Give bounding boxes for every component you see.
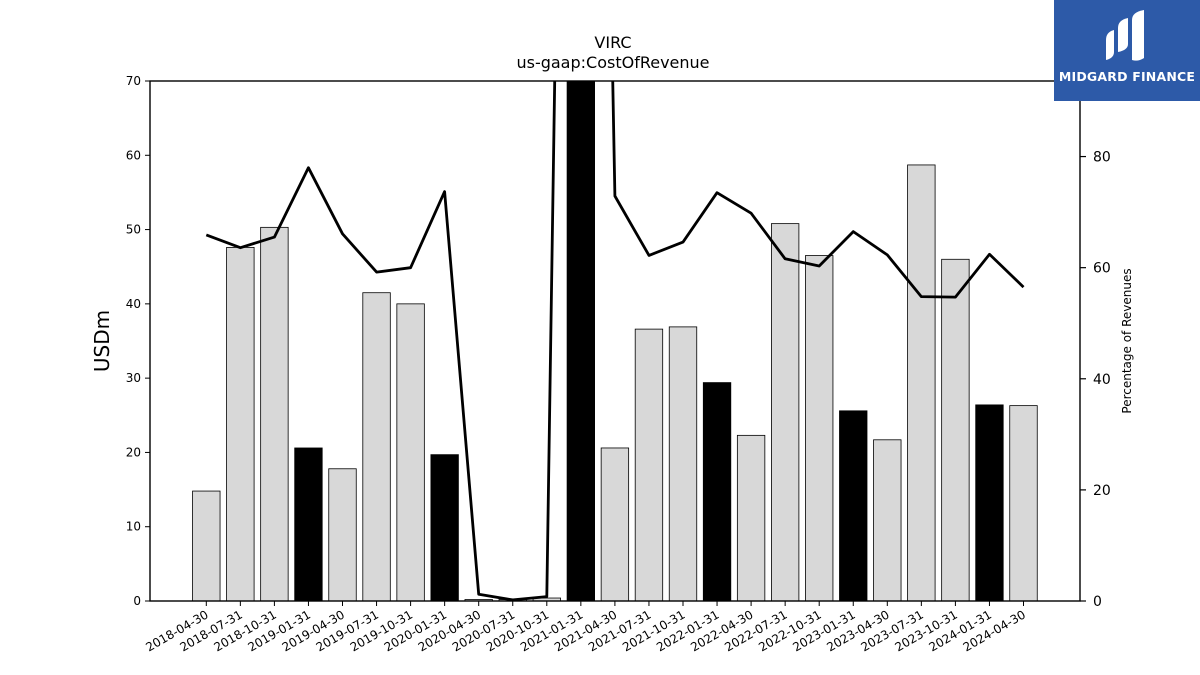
- bar-2022-01-31: [702, 382, 732, 601]
- bar-2023-07-31: [907, 164, 936, 601]
- bar-2021-10-31: [668, 326, 698, 601]
- chart-subtitle: us-gaap:CostOfRevenue: [516, 53, 709, 72]
- midgard-finance-logo: MIDGARD FINANCE: [1054, 0, 1200, 101]
- bar-2022-04-30: [736, 434, 766, 601]
- y-tick-label: 20: [126, 445, 141, 459]
- y-tick-label: 40: [126, 297, 141, 311]
- bar-2021-04-30: [600, 447, 630, 601]
- bar-2022-07-31: [771, 223, 800, 601]
- axes-layer: [145, 80, 1086, 606]
- y-tick-label: 0: [133, 594, 141, 608]
- bar-2023-04-30: [873, 439, 902, 601]
- chart-title: VIRC: [594, 33, 631, 52]
- bar-2021-07-31: [634, 328, 664, 601]
- y2-tick-label: 80: [1093, 150, 1111, 166]
- bar-2020-01-31: [430, 454, 459, 601]
- bar-2024-04-30: [1009, 405, 1038, 601]
- y-axis-label: USDm: [90, 310, 114, 372]
- y2-axis-label: Percentage of Revenues: [1120, 268, 1134, 413]
- bar-2018-07-31: [226, 246, 255, 601]
- bar-2022-10-31: [805, 255, 834, 601]
- y-tick-label: 60: [126, 148, 141, 162]
- bar-2018-04-30: [192, 490, 221, 601]
- y2-tick-label: 40: [1093, 372, 1111, 388]
- bar-2018-10-31: [260, 226, 289, 601]
- y2-tick-label: 60: [1093, 261, 1111, 277]
- bar-2019-07-31: [362, 292, 391, 601]
- bar-2021-01-31: [566, 81, 595, 601]
- bar-2023-10-31: [941, 258, 970, 601]
- y-tick-label: 30: [126, 371, 141, 385]
- bars-layer: [192, 81, 1038, 601]
- y-tick-label: 10: [126, 520, 141, 534]
- bar-2024-01-31: [975, 404, 1004, 601]
- y2-tick-label: 0: [1093, 594, 1102, 610]
- bar-2019-04-30: [328, 468, 357, 601]
- y2-tick-label: 20: [1093, 483, 1111, 499]
- percentage-line: [205, 81, 1025, 601]
- y-tick-label: 50: [126, 223, 141, 237]
- logo-mark-icon: [1106, 10, 1144, 61]
- bar-2019-10-31: [396, 303, 425, 601]
- logo-text: MIDGARD FINANCE: [1058, 69, 1196, 84]
- bar-2023-01-31: [839, 410, 868, 601]
- y-tick-label: 70: [126, 74, 141, 88]
- bar-2019-01-31: [294, 447, 323, 601]
- line-layer: [205, 81, 1025, 601]
